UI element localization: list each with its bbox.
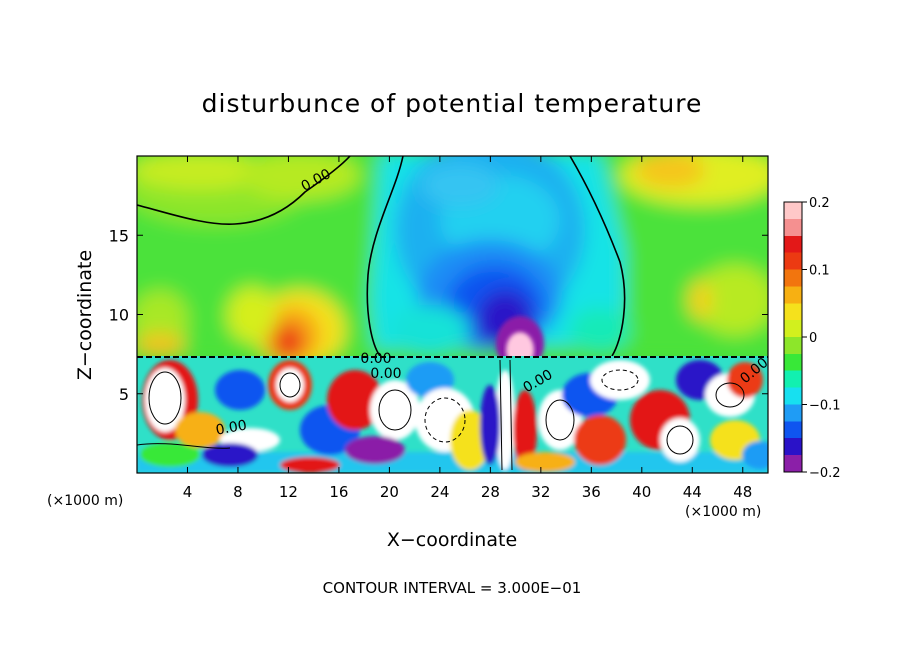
- x-unit-right: (×1000 m): [685, 504, 761, 520]
- y-axis-label: Z−coordinate: [74, 250, 96, 380]
- y-tick-label: 15: [109, 226, 129, 245]
- x-tick-label: 36: [582, 483, 601, 501]
- x-tick-label: 28: [481, 483, 500, 501]
- contour-label: 0.00: [215, 417, 248, 438]
- x-tick-label: 24: [430, 483, 449, 501]
- x-tick-label: 4: [183, 483, 193, 501]
- contour-label: 0.00: [370, 366, 401, 382]
- colorbar-tick-label: 0.2: [809, 196, 830, 211]
- lower-field: [137, 356, 768, 473]
- y-tick-label: 5: [119, 385, 129, 404]
- chart-title: disturbunce of potential temperature: [202, 89, 703, 118]
- x-axis-label: X−coordinate: [387, 529, 517, 551]
- colorbar-tick-label: −0.2: [809, 466, 841, 481]
- colorbar-tick-label: 0: [809, 331, 817, 346]
- x-unit-left: (×1000 m): [47, 493, 123, 509]
- y-tick-label: 10: [109, 306, 129, 325]
- colorbar-ticks: 0.2 0.1 0 −0.1 −0.2: [802, 196, 841, 481]
- contour-interval-footer: CONTOUR INTERVAL = 3.000E−01: [323, 579, 582, 597]
- x-tick-label: 16: [329, 483, 348, 501]
- colorbar-scale: [783, 201, 803, 473]
- y-axis: 5 10 15: [109, 226, 768, 404]
- colorbar: 0.2 0.1 0 −0.1 −0.2: [783, 196, 841, 481]
- x-tick-label: 8: [233, 483, 243, 501]
- x-axis: 4 8 12 16 20 24 28 32 36 40 44 48: [183, 156, 752, 501]
- colorbar-tick-label: −0.1: [809, 399, 841, 414]
- x-tick-label: 32: [531, 483, 550, 501]
- x-tick-label: 44: [683, 483, 702, 501]
- upper-field: [137, 156, 768, 356]
- x-tick-label: 48: [733, 483, 752, 501]
- x-tick-label: 40: [632, 483, 651, 501]
- contour-label: 0.00: [360, 351, 391, 367]
- x-tick-label: 20: [380, 483, 399, 501]
- colorbar-tick-label: 0.1: [809, 264, 830, 279]
- plot-area: [137, 156, 768, 473]
- x-tick-label: 12: [279, 483, 298, 501]
